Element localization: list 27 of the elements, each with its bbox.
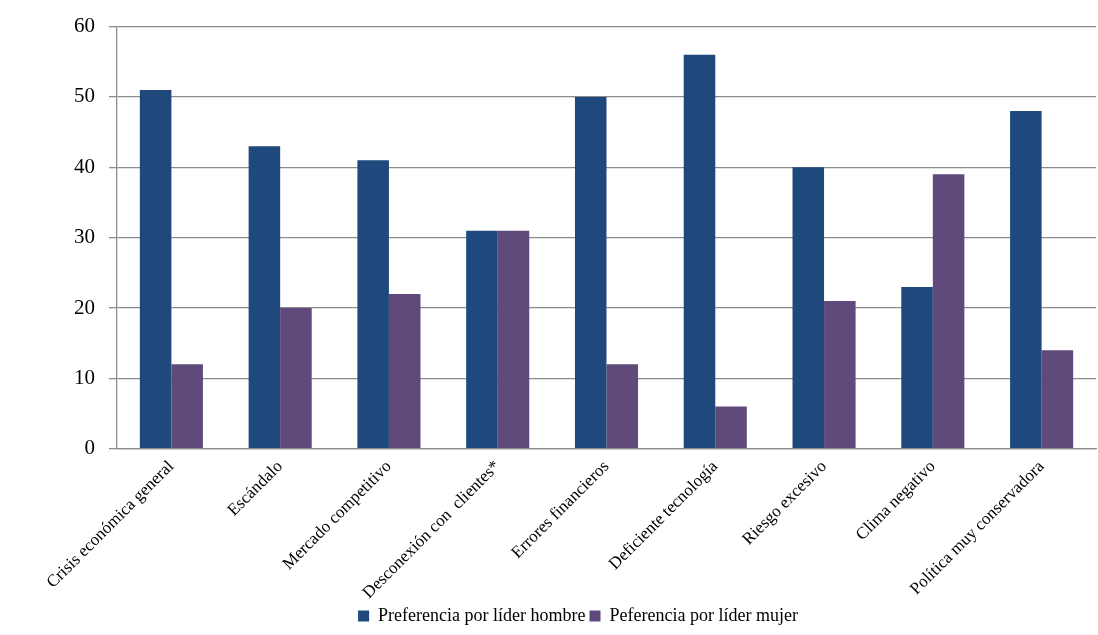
bar [248, 146, 281, 449]
y-tick-label: 20 [74, 294, 95, 319]
y-tick-label: 0 [84, 435, 95, 460]
bar [1041, 350, 1074, 449]
y-tick-label: 30 [74, 224, 95, 249]
bar [139, 89, 172, 449]
legend-label: Peferencia por líder mujer [609, 604, 798, 625]
y-tick-label: 10 [74, 364, 95, 389]
y-tick-label: 60 [74, 13, 95, 38]
legend-label: Preferencia por líder hombre [378, 604, 586, 625]
bar [497, 230, 530, 449]
bar [171, 364, 203, 449]
bar [280, 308, 312, 449]
bar [1010, 111, 1042, 449]
y-tick-label: 40 [74, 153, 95, 178]
bar [388, 293, 421, 449]
bar [932, 174, 965, 449]
bar [574, 96, 607, 449]
bar [357, 160, 389, 449]
bar [683, 54, 716, 449]
bar [715, 406, 747, 449]
bar [466, 230, 498, 449]
y-tick-label: 50 [74, 83, 95, 108]
bar [824, 300, 856, 449]
bar [606, 364, 639, 449]
bar [792, 167, 825, 449]
bar [901, 286, 933, 449]
